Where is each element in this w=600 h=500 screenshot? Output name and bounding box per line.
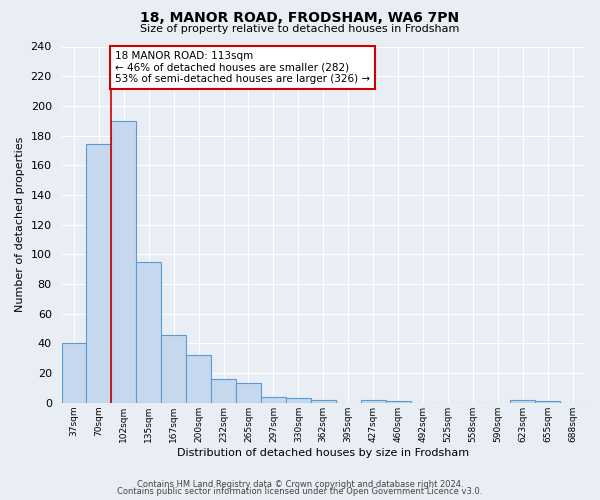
Text: 18 MANOR ROAD: 113sqm
← 46% of detached houses are smaller (282)
53% of semi-det: 18 MANOR ROAD: 113sqm ← 46% of detached … — [115, 51, 370, 84]
Bar — [286, 398, 311, 403]
Text: Size of property relative to detached houses in Frodsham: Size of property relative to detached ho… — [140, 24, 460, 34]
Bar — [386, 402, 410, 403]
Bar — [86, 144, 112, 403]
Bar — [510, 400, 535, 403]
Bar — [186, 356, 211, 403]
Bar — [161, 334, 186, 403]
Bar — [211, 379, 236, 403]
Y-axis label: Number of detached properties: Number of detached properties — [15, 137, 25, 312]
Text: Contains public sector information licensed under the Open Government Licence v3: Contains public sector information licen… — [118, 487, 482, 496]
Bar — [62, 344, 86, 403]
Bar — [361, 400, 386, 403]
Bar — [535, 402, 560, 403]
Bar — [112, 120, 136, 403]
Bar — [136, 262, 161, 403]
Bar — [236, 384, 261, 403]
X-axis label: Distribution of detached houses by size in Frodsham: Distribution of detached houses by size … — [177, 448, 469, 458]
Bar — [311, 400, 336, 403]
Text: 18, MANOR ROAD, FRODSHAM, WA6 7PN: 18, MANOR ROAD, FRODSHAM, WA6 7PN — [140, 11, 460, 25]
Text: Contains HM Land Registry data © Crown copyright and database right 2024.: Contains HM Land Registry data © Crown c… — [137, 480, 463, 489]
Bar — [261, 397, 286, 403]
